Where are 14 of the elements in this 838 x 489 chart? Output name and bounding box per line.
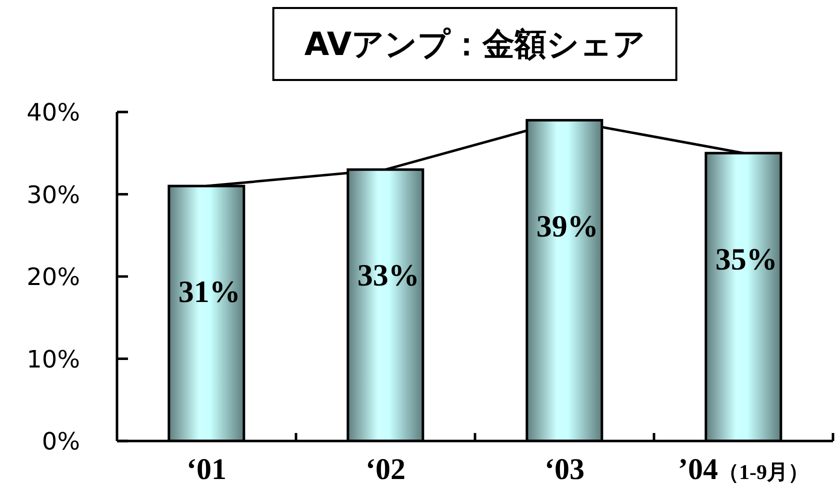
data-label: 31% <box>178 274 240 310</box>
x-tick-label: ‘02 <box>366 453 406 486</box>
y-tick-label: 40% <box>26 98 80 127</box>
y-tick-label: 10% <box>26 345 80 374</box>
data-label: 35% <box>715 241 778 276</box>
data-label: 39% <box>536 208 598 244</box>
y-tick-label: 20% <box>26 263 80 292</box>
x-tick-label: ’04（1-9月） <box>678 453 809 486</box>
x-tick-label: ‘01 <box>186 453 226 486</box>
chart-title: AVアンプ：金額シェア <box>272 7 678 81</box>
x-tick-label: ‘03 <box>544 453 584 486</box>
data-label: 33% <box>357 258 420 293</box>
y-tick-label: 0% <box>42 428 80 456</box>
y-tick-label: 30% <box>26 180 80 209</box>
